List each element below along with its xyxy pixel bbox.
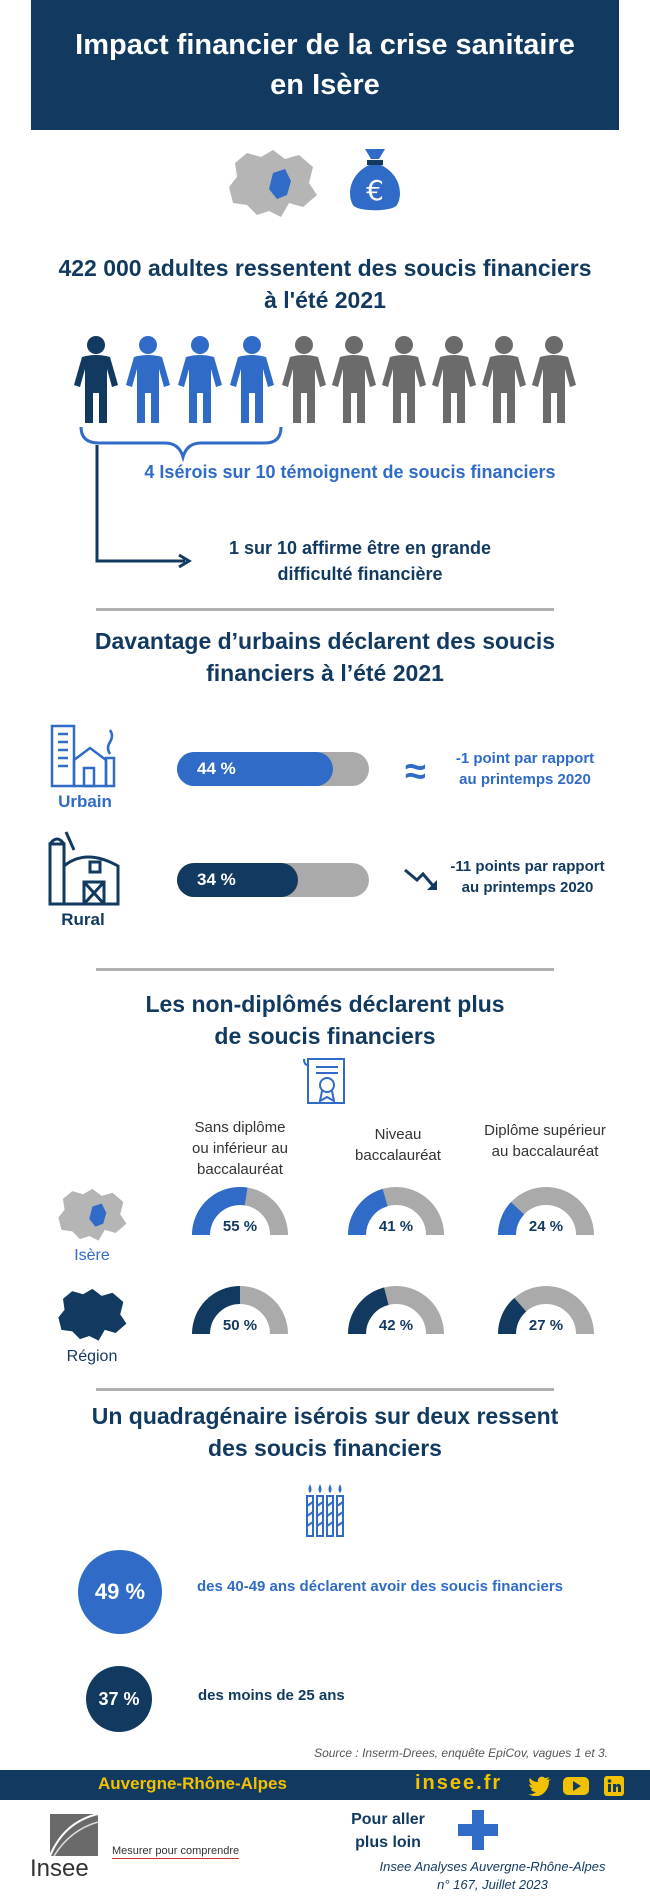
- column-header-higher: Diplôme supérieur au baccalauréat: [484, 1122, 606, 1160]
- region-map-icon: [58, 1288, 127, 1341]
- twitter-icon[interactable]: [528, 1776, 552, 1796]
- approx-trend-icon: ≈: [405, 751, 426, 793]
- gauge-label: 55 %: [222, 1218, 258, 1235]
- money-bag-icon: €: [350, 149, 400, 211]
- diploma-certificate-icon: [303, 1058, 345, 1104]
- gauge-fill: [498, 1202, 525, 1236]
- gauge-fill: [192, 1187, 248, 1236]
- section2-title: Davantage d’urbains déclarent des soucis…: [94, 628, 556, 686]
- gauge-fill: [498, 1298, 527, 1335]
- stat-circle-under-25: 37 %: [86, 1666, 152, 1732]
- page-title-line2: en Isère: [270, 69, 380, 101]
- gauge-fill: [192, 1286, 241, 1335]
- page-header: Impact financier de la crise sanitaire e…: [31, 0, 619, 130]
- gauge-label: 24 %: [528, 1218, 564, 1235]
- page-title-line1: Impact financier de la crise sanitaire: [75, 29, 575, 61]
- birthday-candles-icon: [306, 1484, 344, 1537]
- gauge-label: 42 %: [378, 1317, 414, 1334]
- farm-barn-icon: [48, 831, 120, 906]
- insee-logo-text: Insee: [30, 1855, 89, 1882]
- urbain-label: Urbain: [58, 792, 112, 811]
- brace-arrow-icon: [79, 426, 283, 569]
- section1-title: 422 000 adultes ressentent des soucis fi…: [58, 255, 592, 313]
- column-header-bac: Niveau baccalauréat: [355, 1126, 441, 1164]
- stat-1-in-10: 1 sur 10 affirme être en grande difficul…: [228, 538, 492, 584]
- rural-bar-fill: 34 %: [177, 863, 298, 897]
- more-info-link[interactable]: Pour aller plus loin: [351, 1811, 425, 1851]
- publication-reference: Insee Analyses Auvergne-Rhône-Alpes n° 1…: [379, 1859, 606, 1892]
- section4-title: Un quadragénaire isérois sur deux ressen…: [91, 1403, 559, 1461]
- svg-text:€: €: [366, 174, 384, 207]
- isere-map-icon: [229, 150, 317, 217]
- rural-label: Rural: [61, 910, 105, 929]
- divider: [96, 1388, 554, 1391]
- column-header-no-diploma: Sans diplôme ou inférieur au baccalauréa…: [192, 1119, 288, 1178]
- stat-40-49-text: des 40-49 ans déclarent avoir des soucis…: [197, 1578, 564, 1595]
- isere-map-icon: [58, 1188, 127, 1241]
- stat-under-25-text: des moins de 25 ans: [198, 1687, 345, 1704]
- row-label-region: Région: [66, 1348, 118, 1365]
- source-note: Source : Inserm-Drees, enquête EpiCov, v…: [314, 1746, 608, 1760]
- gauge-label: 50 %: [222, 1317, 258, 1334]
- city-buildings-icon: [50, 724, 116, 788]
- urbain-note: -1 point par rapport au printemps 2020: [455, 750, 595, 788]
- footer-site-link[interactable]: insee.fr: [415, 1772, 503, 1794]
- rural-bar-track: 34 %: [177, 863, 369, 897]
- gauge-label: 41 %: [378, 1218, 414, 1235]
- row-label-isere: Isère: [74, 1247, 110, 1264]
- rural-note: -11 points par rapport au printemps 2020: [450, 858, 605, 896]
- linkedin-icon[interactable]: [604, 1776, 624, 1796]
- plus-icon[interactable]: [458, 1810, 498, 1850]
- insee-tagline: Mesurer pour comprendre: [112, 1845, 240, 1859]
- youtube-icon[interactable]: [563, 1776, 589, 1796]
- stat-4-in-10: 4 Isérois sur 10 témoignent de soucis fi…: [144, 462, 556, 482]
- stat-circle-40-49: 49 %: [78, 1550, 162, 1634]
- urbain-bar-track: 44 %: [177, 752, 369, 786]
- gauge-fill: [348, 1287, 390, 1335]
- footer-region: Auvergne-Rhône-Alpes: [98, 1774, 287, 1793]
- divider: [96, 968, 554, 971]
- gauge-fill: [348, 1188, 389, 1236]
- urbain-bar-fill: 44 %: [177, 752, 333, 786]
- section3-title: Les non-diplômés déclarent plus de souci…: [145, 991, 505, 1049]
- gauge-label: 27 %: [528, 1317, 564, 1334]
- down-trend-arrow-icon: [404, 868, 437, 890]
- divider: [96, 608, 554, 611]
- insee-logo-icon: [49, 1813, 99, 1857]
